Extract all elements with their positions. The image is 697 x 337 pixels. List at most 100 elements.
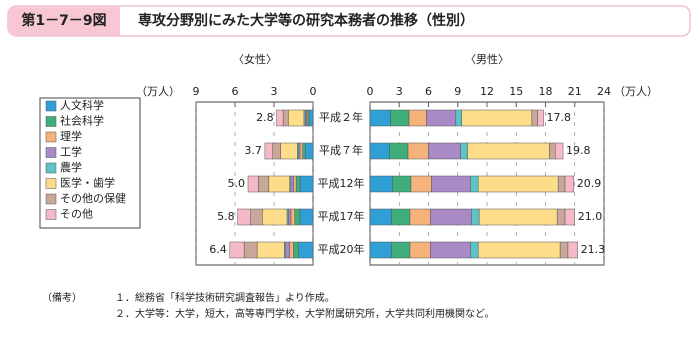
figure-number: 第1－7－9図: [21, 12, 106, 29]
x-tick-label: 0: [367, 85, 374, 98]
notes-label: （備考）: [42, 291, 82, 304]
x-tick-label: 15: [509, 85, 523, 98]
x-tick-label: 0: [310, 85, 317, 98]
bar-segment: [282, 109, 289, 127]
x-tick-label: 9: [454, 85, 461, 98]
bar-segment: [268, 175, 290, 193]
legend-box: [39, 97, 141, 229]
bar-segment: [531, 109, 538, 127]
note: １．総務省「科学技術研究調査報告」より作成。: [115, 291, 335, 304]
bar-segment: [299, 142, 303, 160]
total-label: 5.0: [228, 177, 246, 190]
bar-segment: [293, 175, 297, 193]
bar-segment: [431, 175, 471, 193]
bar-segment: [410, 175, 432, 193]
bar-segment: [369, 142, 390, 160]
bar-segment: [294, 208, 301, 226]
legend-label: 工学: [60, 145, 82, 159]
bar-segment: [264, 142, 273, 160]
bar-segment: [243, 241, 258, 259]
bar-segment: [308, 109, 314, 127]
bar-segment: [428, 142, 461, 160]
category-label: 平成２年: [319, 110, 363, 124]
header-tag: [8, 6, 120, 36]
x-tick-label: 3: [271, 85, 278, 98]
bar-segment: [285, 241, 290, 259]
bar-segment: [471, 208, 480, 226]
bar-segment: [288, 109, 305, 127]
legend-swatch: [45, 100, 57, 112]
bar-segment: [557, 175, 566, 193]
bar-segment: [430, 208, 472, 226]
bar-segment: [369, 109, 391, 127]
bar-segment: [470, 175, 479, 193]
x-tick-label: 18: [539, 85, 553, 98]
bar-segment: [276, 109, 284, 127]
bar-segment: [302, 142, 306, 160]
bar-segment: [304, 142, 314, 160]
bar-segment: [556, 208, 566, 226]
category-label: 平成20年: [318, 242, 365, 256]
x-tick-label: 6: [425, 85, 432, 98]
bar-segment: [298, 241, 314, 259]
bar-segment: [289, 241, 294, 259]
bar-segment: [426, 109, 457, 127]
x-tick-label: 9: [193, 85, 200, 98]
legend-label: その他の保健: [60, 191, 126, 205]
total-label: 6.4: [209, 243, 227, 256]
bar-segment: [369, 241, 392, 259]
bar-segment: [409, 208, 431, 226]
x-tick-label: 6: [232, 85, 239, 98]
legend-swatch: [45, 116, 57, 127]
bar-segment: [293, 241, 299, 259]
legend-label: 社会科学: [60, 114, 104, 128]
total-label: 21.0: [578, 210, 603, 223]
category-label: 平成７年: [319, 143, 363, 157]
axis-unit: （万人）: [136, 85, 180, 98]
category-label: 平成12年: [318, 176, 365, 190]
bar-segment: [290, 208, 296, 226]
bar-segment: [478, 208, 558, 226]
bar-segment: [391, 241, 411, 259]
axis-unit: （万人）: [614, 85, 658, 98]
bar-segment: [430, 241, 471, 259]
bar-segment: [290, 175, 294, 193]
total-label: 3.7: [244, 144, 262, 157]
bar-segment: [407, 142, 429, 160]
bar-segment: [299, 208, 314, 226]
bar-segment: [470, 241, 479, 259]
bar-segment: [460, 142, 468, 160]
bar-segment: [392, 175, 412, 193]
bar-segment: [262, 208, 288, 226]
legend-swatch: [45, 209, 57, 220]
bar-segment: [272, 142, 281, 160]
bar-segment: [369, 208, 392, 226]
bar-segment: [237, 208, 251, 226]
bar-segment: [537, 109, 544, 127]
legend-label: 農学: [60, 160, 82, 174]
note: ２．大学等：大学，短大，高等専門学校，大学附属研究所，大学共同利用機関など。: [115, 307, 495, 320]
bar-segment: [555, 142, 564, 160]
x-tick-label: 24: [597, 85, 611, 98]
chart-title: 専攻分野別にみた大学等の研究本務者の推移（性別）: [138, 12, 474, 29]
bar-segment: [229, 241, 245, 259]
total-label: 20.9: [577, 177, 602, 190]
bar-segment: [295, 175, 301, 193]
bar-segment: [461, 109, 533, 127]
total-label: 19.8: [566, 144, 591, 157]
legend-swatch: [45, 178, 57, 189]
legend-swatch: [45, 147, 57, 158]
legend-swatch: [45, 193, 57, 205]
bar-segment: [389, 142, 409, 160]
panel-title: 〈男性〉: [465, 52, 509, 66]
panel-title: 〈女性〉: [233, 52, 277, 66]
bar-segment: [477, 175, 559, 193]
bar-segment: [467, 142, 550, 160]
legend-swatch: [45, 162, 57, 174]
bar-segment: [390, 109, 410, 127]
category-label: 平成17年: [318, 209, 365, 223]
total-label: 2.8: [256, 111, 274, 124]
total-label: 21.3: [581, 243, 606, 256]
bar-segment: [391, 208, 411, 226]
